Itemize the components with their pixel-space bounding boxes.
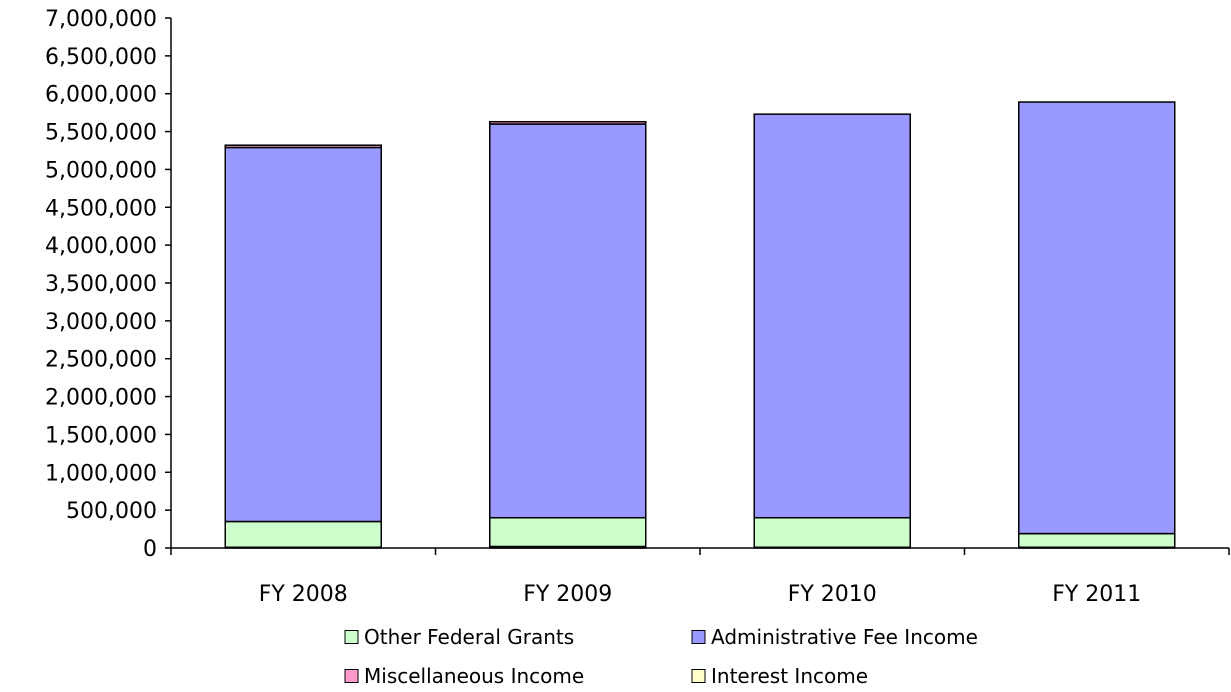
bar-segment: [489, 516, 647, 548]
y-tick-label: 4,500,000: [45, 196, 157, 221]
legend-swatch: [691, 630, 706, 644]
y-axis: 0 500,000 1,000,000 1,500,000 2,000,000 2,500…: [45, 7, 172, 562]
bar-segment: [489, 120, 647, 125]
y-tick-label: 6,500,000: [45, 45, 157, 70]
x-category-label: FY 2009: [523, 582, 612, 607]
legend-label: Miscellaneous Income: [364, 664, 584, 688]
legend-swatch: [344, 630, 359, 644]
y-tick-label: 500,000: [66, 499, 157, 524]
x-category-label: FY 2011: [1052, 582, 1141, 607]
legend-label: Interest Income: [711, 664, 868, 688]
y-tick-label: 2,000,000: [45, 386, 157, 411]
x-category-label: FY 2010: [788, 582, 877, 607]
y-tick-label: 1,000,000: [45, 461, 157, 486]
y-tick-label: 1,500,000: [45, 423, 157, 448]
y-tick-label: 2,500,000: [45, 348, 157, 373]
bar-segment: [224, 146, 382, 523]
y-tick-label: 6,000,000: [45, 83, 157, 108]
bar-segment: [1018, 532, 1176, 548]
bar-segment: [753, 113, 911, 519]
bars: [224, 101, 1176, 549]
y-tick-label: 5,000,000: [45, 158, 157, 183]
legend-swatch: [344, 669, 359, 683]
bar-segment: [224, 520, 382, 548]
legend-swatch: [691, 669, 706, 683]
y-tick-label: 7,000,000: [45, 7, 157, 32]
x-category-label: FY 2008: [259, 582, 348, 607]
bar-segment: [1018, 101, 1176, 535]
y-tick-label: 5,500,000: [45, 121, 157, 146]
bar-segment: [753, 516, 911, 548]
x-axis: FY 2008 FY 2009 FY 2010 FY 2011: [170, 547, 1230, 607]
legend-label: Other Federal Grants: [364, 625, 574, 649]
bar-segment: [489, 123, 647, 519]
y-tick-label: 3,000,000: [45, 310, 157, 335]
y-tick-label: 3,500,000: [45, 272, 157, 297]
legend-label: Administrative Fee Income: [711, 625, 978, 649]
bar-segment: [224, 144, 382, 149]
legend: Other Federal Grants Administrative Fee I…: [344, 625, 978, 688]
y-tick-label: 4,000,000: [45, 234, 157, 259]
y-tick-label: 0: [143, 537, 157, 562]
